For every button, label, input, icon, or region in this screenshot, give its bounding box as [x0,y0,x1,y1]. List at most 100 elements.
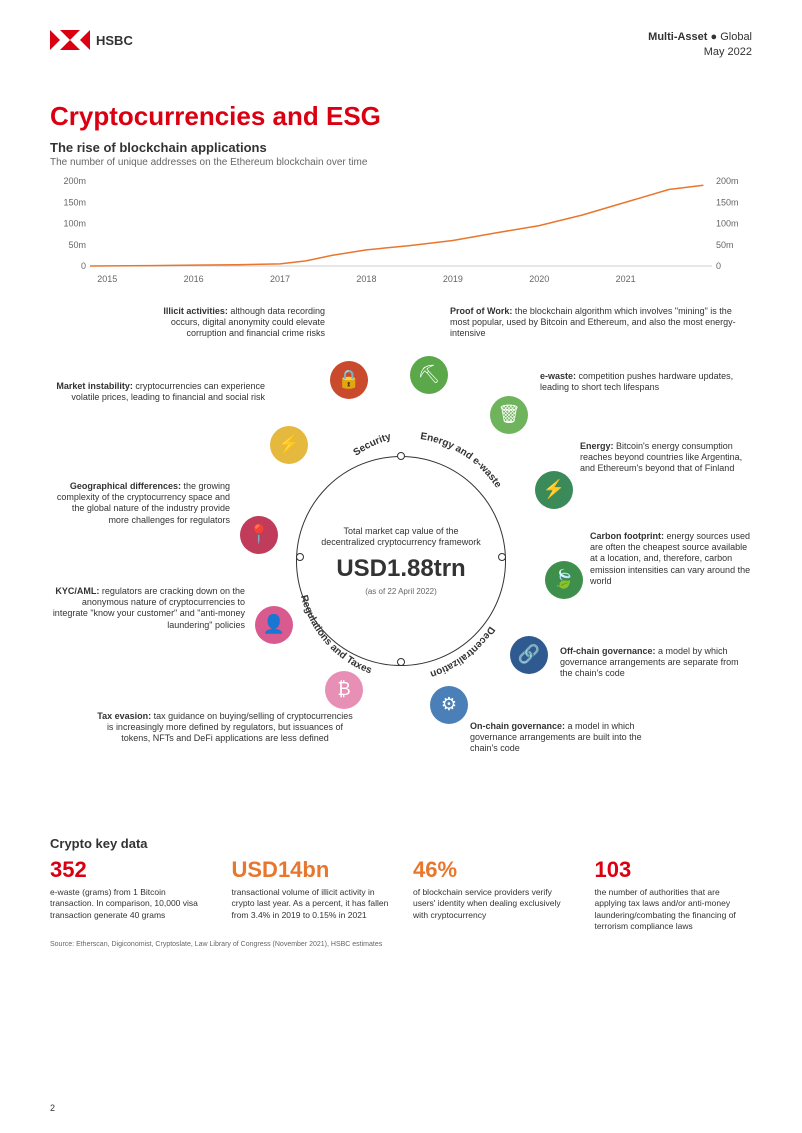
node-geo: Geographical differences: the growing co… [50,481,230,526]
brand-text: HSBC [96,33,133,48]
node-title: Off-chain governance: [560,646,656,656]
node-title: Carbon footprint: [590,531,664,541]
node-title: e-waste: [540,371,576,381]
svg-text:100m: 100m [716,218,739,228]
lock-icon: 🔒 [330,361,368,399]
svg-text:150m: 150m [63,197,86,207]
keydata-grid: 352 e-waste (grams) from 1 Bitcoin trans… [50,857,752,933]
svg-text:2016: 2016 [184,274,204,284]
node-title: Energy: [580,441,614,451]
chart-svg: 0 0 50m 50m 100m 100m 150m 150m 200m 200m 2015 2016… [50,176,752,286]
chart-desc: The number of unique addresses on the Et… [50,157,752,168]
hsbc-logo-icon [50,30,90,50]
icon-market: ⚡ [270,426,308,464]
source-line: Source: Etherscan, Digiconomist, Cryptos… [50,941,752,948]
svg-text:2017: 2017 [270,274,290,284]
cat-dot [397,452,405,460]
keydata-item: USD14bn transactional volume of illicit … [232,857,390,933]
node-carbon: Carbon footprint: energy sources used ar… [590,531,755,587]
cat-dot [498,553,506,561]
identity-icon: 👤 [255,606,293,644]
center-circle: Total market cap value of the decentrali… [296,456,506,666]
icon-lock: 🔒 [330,361,368,399]
svg-text:50m: 50m [716,240,734,250]
keydata-item: 46% of blockchain service providers veri… [413,857,571,933]
svg-text:200m: 200m [716,176,739,186]
node-ewaste: e-waste: competition pushes hardware upd… [540,371,750,394]
header: HSBC Multi-Asset ● Global May 2022 [50,30,752,61]
leaf-icon: 🍃 [545,561,583,599]
tax-icon: ₿ [325,671,363,709]
node-title: On-chain governance: [470,721,565,731]
page-number: 2 [50,1103,55,1113]
node-title: Geographical differences: [70,481,181,491]
meta-date: May 2022 [648,45,752,60]
keydata-desc: of blockchain service providers verify u… [413,887,571,921]
node-title: Market instability: [56,381,133,391]
hsbc-logo-block: HSBC [50,30,133,50]
energy-icon: ⚡ [535,471,573,509]
icon-kyc: 👤 [255,606,293,644]
keydata-value: USD14bn [232,857,390,883]
keydata-desc: the number of authorities that are apply… [595,887,753,933]
icon-ewaste: 🗑 [490,396,528,434]
center-caption: Total market cap value of the decentrali… [317,526,485,549]
icon-pow: ⛏ [410,356,448,394]
center-date: (as of 22 April 2022) [365,587,437,596]
node-title: Illicit activities: [163,306,228,316]
svg-text:200m: 200m [63,176,86,186]
node-title: Tax evasion: [97,711,151,721]
node-market: Market instability: cryptocurrencies can… [50,381,265,404]
svg-text:0: 0 [81,261,86,271]
keydata-value: 352 [50,857,208,883]
svg-text:Security: Security [351,431,392,458]
node-tax: Tax evasion: tax guidance on buying/sell… [95,711,355,745]
svg-text:50m: 50m [68,240,86,250]
keydata-value: 46% [413,857,571,883]
keydata-desc: transactional volume of illicit activity… [232,887,390,921]
center-value: USD1.88trn [336,555,465,583]
node-title: Proof of Work: [450,306,512,316]
keydata-item: 352 e-waste (grams) from 1 Bitcoin trans… [50,857,208,933]
chain-icon: 🔗 [510,636,548,674]
code-icon: ⚙ [430,686,468,724]
icon-geo: 📍 [240,516,278,554]
node-energy: Energy: Bitcoin's energy consumption rea… [580,441,750,475]
icon-energy: ⚡ [535,471,573,509]
node-title: KYC/AML: [55,586,99,596]
volatility-icon: ⚡ [270,426,308,464]
svg-text:2020: 2020 [529,274,549,284]
node-offchain: Off-chain governance: a model by which g… [560,646,750,680]
keydata-value: 103 [595,857,753,883]
node-kyc: KYC/AML: regulators are cracking down on… [50,586,245,631]
node-onchain: On-chain governance: a model in which go… [470,721,670,755]
keydata-item: 103 the number of authorities that are a… [595,857,753,933]
header-meta: Multi-Asset ● Global May 2022 [648,30,752,61]
meta-asset: Multi-Asset [648,31,707,43]
svg-text:150m: 150m [716,197,739,207]
chart-subtitle: The rise of blockchain applications [50,140,752,155]
svg-text:2021: 2021 [616,274,636,284]
svg-text:2018: 2018 [356,274,376,284]
trash-icon: 🗑 [490,396,528,434]
icon-tax: ₿ [325,671,363,709]
svg-text:2019: 2019 [443,274,463,284]
cat-dot [397,658,405,666]
svg-text:2015: 2015 [97,274,117,284]
page-title: Cryptocurrencies and ESG [50,101,752,132]
keydata-title: Crypto key data [50,836,752,851]
line-chart: 0 0 50m 50m 100m 100m 150m 150m 200m 200m 2015 2016… [50,176,752,286]
svg-text:100m: 100m [63,218,86,228]
icon-carbon: 🍃 [545,561,583,599]
icon-onchain: ⚙ [430,686,468,724]
cat-dot [296,553,304,561]
location-icon: 📍 [240,516,278,554]
meta-region: Global [720,31,752,43]
keydata-desc: e-waste (grams) from 1 Bitcoin transacti… [50,887,208,921]
node-pow: Proof of Work: the blockchain algorithm … [450,306,740,340]
mining-icon: ⛏ [410,356,448,394]
node-illicit: Illicit activities: although data record… [50,306,325,340]
infographic: Security Energy and e-waste Decentraliza… [50,306,752,816]
icon-offchain: 🔗 [510,636,548,674]
svg-text:0: 0 [716,261,721,271]
